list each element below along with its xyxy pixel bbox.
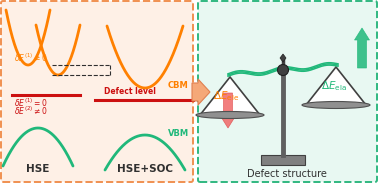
Circle shape xyxy=(277,64,288,76)
FancyArrow shape xyxy=(220,93,235,128)
FancyBboxPatch shape xyxy=(261,155,305,165)
FancyBboxPatch shape xyxy=(1,1,193,182)
Text: Defect structure: Defect structure xyxy=(247,169,327,179)
Ellipse shape xyxy=(196,111,264,119)
FancyBboxPatch shape xyxy=(198,1,377,182)
Ellipse shape xyxy=(302,102,370,109)
Text: $\delta E^{(1)}\neq 0$: $\delta E^{(1)}\neq 0$ xyxy=(14,52,48,64)
Text: Defect level: Defect level xyxy=(104,87,156,96)
Text: CBM: CBM xyxy=(168,81,189,89)
FancyArrow shape xyxy=(192,79,210,105)
Text: VBM: VBM xyxy=(168,128,189,137)
Text: HSE+SOC: HSE+SOC xyxy=(117,164,173,174)
Polygon shape xyxy=(306,67,366,105)
Text: $\Delta E_{\rm ela}$: $\Delta E_{\rm ela}$ xyxy=(321,79,347,93)
Polygon shape xyxy=(200,77,260,115)
Text: HSE: HSE xyxy=(26,164,50,174)
Text: $\delta E^{(1)}= 0$: $\delta E^{(1)}= 0$ xyxy=(14,97,48,109)
Polygon shape xyxy=(280,54,286,62)
Text: $\Delta E_{\rm ele}$: $\Delta E_{\rm ele}$ xyxy=(213,89,239,103)
Text: $\delta E^{(2)}\neq 0$: $\delta E^{(2)}\neq 0$ xyxy=(14,105,48,117)
FancyArrow shape xyxy=(355,28,370,68)
